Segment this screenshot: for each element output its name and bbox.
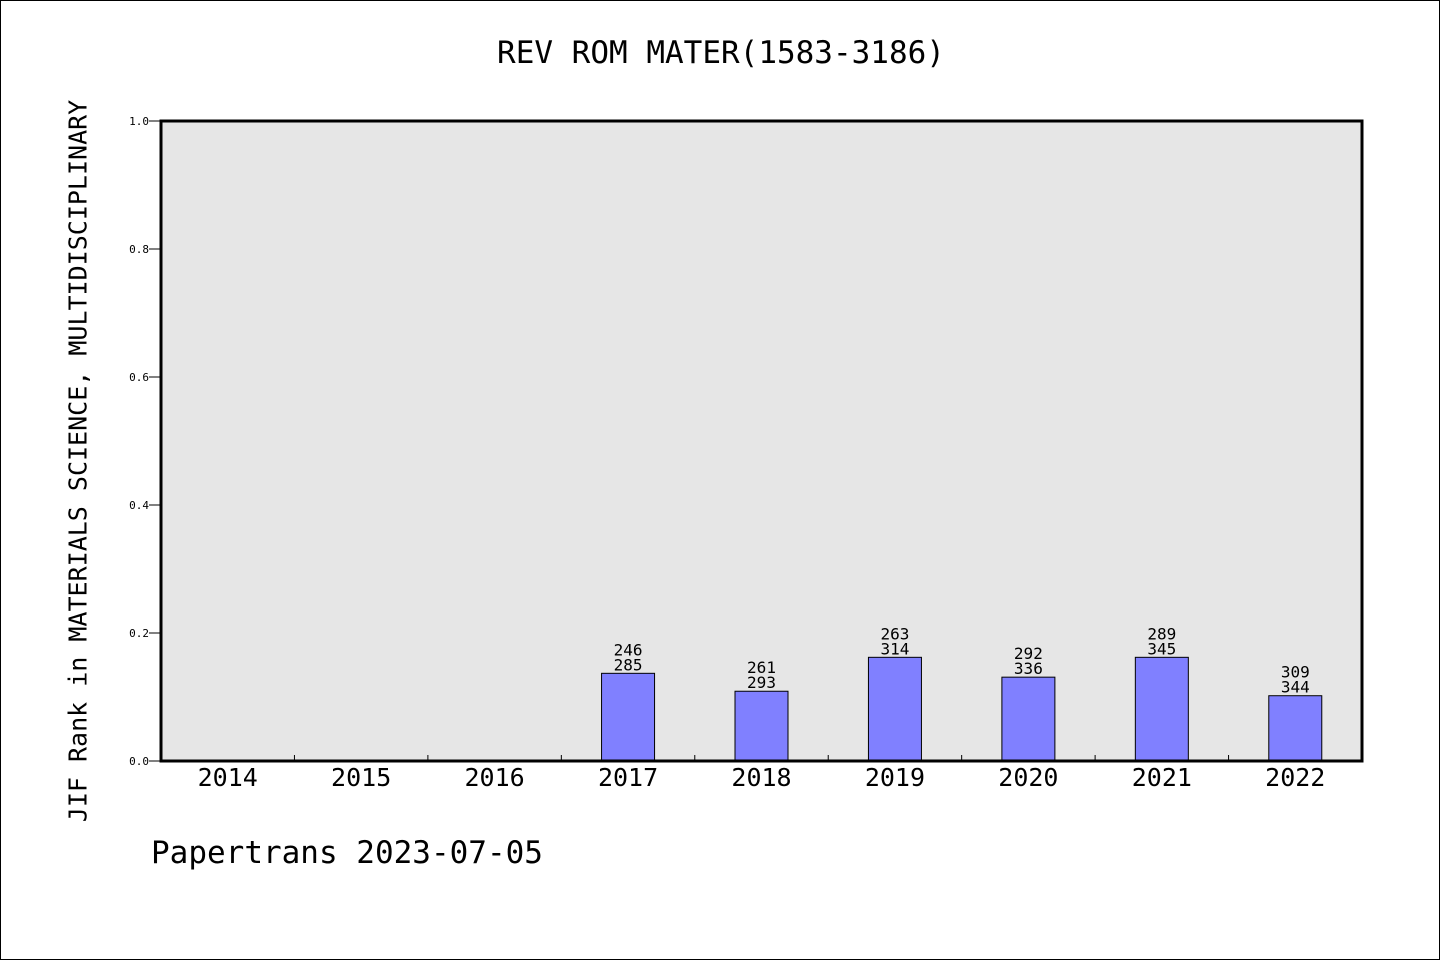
bar-rank-label: 261 xyxy=(747,658,776,677)
x-tick-label: 2016 xyxy=(465,763,525,792)
x-tick-label: 2018 xyxy=(731,763,791,792)
x-tick-label: 2022 xyxy=(1265,763,1325,792)
bar-total-label: 336 xyxy=(1014,659,1043,678)
y-tick-label: 0.8 xyxy=(129,243,149,256)
x-tick-label: 2021 xyxy=(1132,763,1192,792)
bar xyxy=(867,656,922,762)
x-tick-label: 2014 xyxy=(198,763,258,792)
bar-total-label: 314 xyxy=(880,639,909,658)
bar xyxy=(601,672,656,762)
x-tick-label: 2015 xyxy=(331,763,391,792)
bar xyxy=(1134,656,1189,762)
bar xyxy=(734,690,789,762)
x-axis: 2014 2015 2016 2017 2018 2019 2020 2021 2022 xyxy=(198,755,1325,792)
y-tick-label: 0.2 xyxy=(129,627,149,640)
bar xyxy=(1268,695,1323,762)
footer-credit: Papertrans 2023-07-05 xyxy=(151,835,543,871)
plot-area xyxy=(161,121,1362,761)
x-tick-label: 2017 xyxy=(598,763,658,792)
bar xyxy=(1001,676,1056,762)
y-tick-label: 0.0 xyxy=(129,755,149,768)
y-tick-label: 1.0 xyxy=(129,115,149,128)
bar-total-label: 285 xyxy=(614,655,643,674)
chart-title: REV ROM MATER(1583-3186) xyxy=(497,35,945,71)
y-tick-label: 0.4 xyxy=(129,499,149,512)
x-tick-label: 2020 xyxy=(998,763,1058,792)
bars-group xyxy=(601,656,1323,762)
bar-total-label: 344 xyxy=(1281,678,1310,697)
bar-rank-label: 292 xyxy=(1014,644,1043,663)
bar-rank-label: 263 xyxy=(880,624,909,643)
y-tick-label: 0.6 xyxy=(129,371,149,384)
bar-rank-label: 309 xyxy=(1281,663,1310,682)
y-axis: 0.0 0.2 0.4 0.6 0.8 1.0 xyxy=(129,115,161,768)
bar-total-label: 345 xyxy=(1147,639,1176,658)
bar-rank-label: 289 xyxy=(1147,624,1176,643)
plot-border xyxy=(159,119,1364,763)
bar-total-label: 293 xyxy=(747,673,776,692)
x-tick-label: 2019 xyxy=(865,763,925,792)
bar-rank-label: 246 xyxy=(614,640,643,659)
